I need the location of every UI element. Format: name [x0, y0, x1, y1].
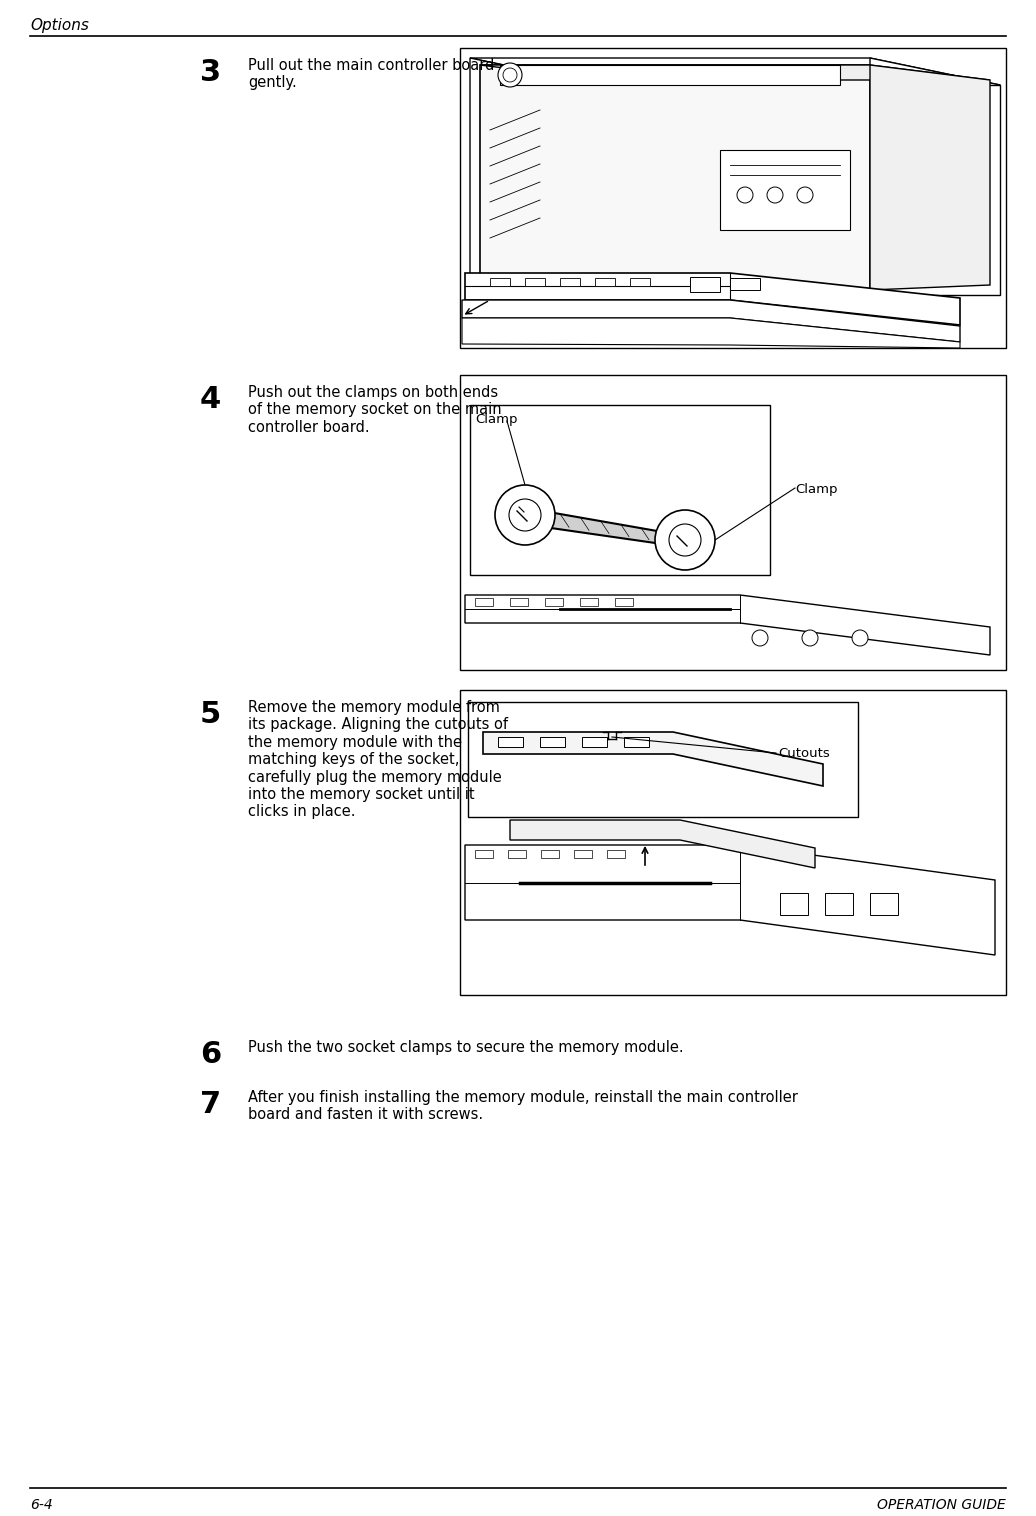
Bar	[508, 850, 526, 858]
Bar	[720, 150, 850, 230]
Text: 6-4: 6-4	[30, 1498, 53, 1511]
Bar	[607, 850, 625, 858]
Text: OPERATION GUIDE: OPERATION GUIDE	[877, 1498, 1006, 1511]
Text: Clamp: Clamp	[474, 412, 518, 426]
Bar	[460, 49, 1006, 349]
Text: Clamp: Clamp	[795, 484, 837, 496]
Polygon shape	[510, 820, 815, 869]
Bar	[474, 850, 493, 858]
Circle shape	[752, 631, 768, 646]
Polygon shape	[465, 594, 990, 655]
Circle shape	[852, 631, 868, 646]
Polygon shape	[870, 65, 990, 290]
Bar	[870, 893, 898, 916]
Bar	[525, 277, 545, 287]
Circle shape	[737, 186, 753, 203]
Bar	[560, 277, 580, 287]
Bar	[690, 277, 720, 293]
Bar	[624, 737, 649, 747]
Polygon shape	[465, 273, 960, 324]
Circle shape	[797, 186, 813, 203]
Polygon shape	[600, 85, 1000, 296]
Text: Push out the clamps on both ends
of the memory socket on the main
controller boa: Push out the clamps on both ends of the …	[248, 385, 501, 435]
Bar	[460, 374, 1006, 670]
Bar	[580, 597, 598, 606]
Bar	[780, 893, 808, 916]
Polygon shape	[470, 58, 1000, 85]
Polygon shape	[462, 318, 960, 349]
Bar	[540, 737, 565, 747]
Text: Options: Options	[30, 18, 89, 33]
Polygon shape	[483, 732, 823, 785]
Text: Cutouts: Cutouts	[778, 747, 830, 760]
Polygon shape	[462, 300, 960, 343]
Bar	[615, 597, 633, 606]
Bar	[490, 277, 510, 287]
Bar	[541, 850, 559, 858]
Text: After you finish installing the memory module, reinstall the main controller
boa: After you finish installing the memory m…	[248, 1090, 798, 1122]
Circle shape	[495, 485, 555, 544]
Circle shape	[767, 186, 783, 203]
Bar	[825, 893, 853, 916]
Circle shape	[669, 525, 701, 556]
Bar	[470, 405, 770, 575]
Text: Pull out the main controller board
gently.: Pull out the main controller board gentl…	[248, 58, 494, 91]
Bar	[468, 702, 858, 817]
Polygon shape	[870, 58, 1000, 296]
Bar	[574, 850, 592, 858]
Text: Push the two socket clamps to secure the memory module.: Push the two socket clamps to secure the…	[248, 1040, 684, 1055]
Bar	[630, 277, 650, 287]
Bar	[595, 277, 615, 287]
Text: 4: 4	[200, 385, 222, 414]
Bar	[510, 597, 528, 606]
Bar	[498, 737, 523, 747]
Text: 5: 5	[200, 700, 222, 729]
Text: 7: 7	[200, 1090, 221, 1119]
Bar	[730, 277, 760, 290]
Bar	[582, 737, 607, 747]
Circle shape	[498, 64, 522, 86]
Polygon shape	[480, 65, 990, 80]
Circle shape	[509, 499, 541, 531]
Text: Remove the memory module from
its package. Aligning the cutouts of
the memory mo: Remove the memory module from its packag…	[248, 700, 508, 820]
Polygon shape	[480, 65, 870, 290]
Polygon shape	[500, 65, 840, 85]
Bar	[474, 597, 493, 606]
Bar	[545, 597, 563, 606]
Circle shape	[503, 68, 517, 82]
Polygon shape	[465, 844, 995, 955]
Text: 6: 6	[200, 1040, 222, 1069]
Circle shape	[802, 631, 818, 646]
Bar	[460, 690, 1006, 994]
Polygon shape	[520, 506, 690, 547]
Polygon shape	[470, 58, 600, 296]
Text: 3: 3	[200, 58, 221, 86]
Circle shape	[655, 509, 715, 570]
